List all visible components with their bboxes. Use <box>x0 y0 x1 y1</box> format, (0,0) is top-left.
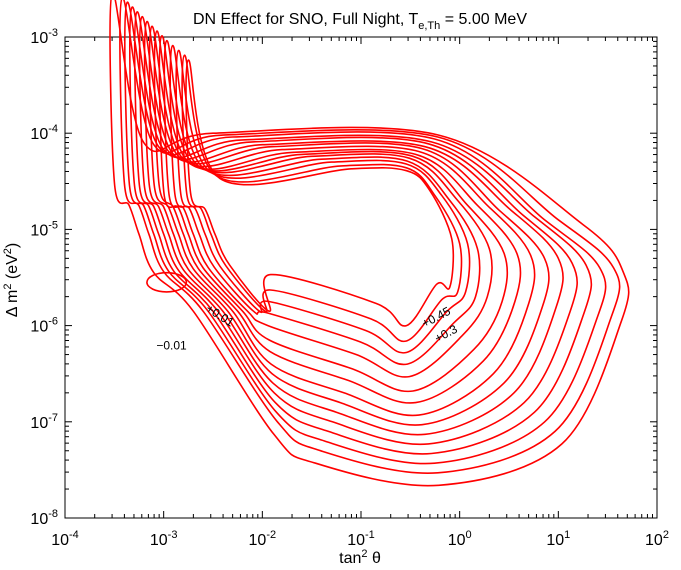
contour-line <box>129 6 593 455</box>
chart-title: DN Effect for SNO, Full Night, Te,Th = 5… <box>193 11 527 32</box>
contour-line <box>163 39 493 378</box>
y-tick-label: 10-6 <box>30 316 58 336</box>
y-tick-label: 10-5 <box>30 219 58 239</box>
contour-line <box>158 35 509 393</box>
contour-line <box>185 59 455 327</box>
contour-line <box>169 44 481 366</box>
x-tick-label: 10-1 <box>347 529 375 549</box>
contour-lines <box>109 0 630 487</box>
x-tick-label: 10-4 <box>51 529 79 549</box>
contour-line <box>119 0 621 474</box>
contour-line <box>181 54 463 343</box>
contour-line <box>138 15 564 436</box>
y-tick-label: 10-8 <box>30 508 58 528</box>
x-tick-label: 101 <box>546 529 570 549</box>
y-tick-label: 10-4 <box>30 123 58 143</box>
x-tick-label: 100 <box>448 529 472 549</box>
x-tick-label: 10-3 <box>150 529 178 549</box>
contour-line <box>153 30 522 404</box>
y-tick-label: 10-7 <box>30 412 58 432</box>
x-tick-label: 10-2 <box>249 529 277 549</box>
y-tick-labels: 10-8 10-7 10-6 10-5 10-4 10-3 <box>30 27 58 528</box>
contour-line <box>148 25 536 417</box>
contour-label: −0.01 <box>156 339 187 353</box>
x-tick-label: 102 <box>645 529 669 549</box>
axis-ticks <box>64 36 658 519</box>
x-axis-title: tan2 θ <box>339 548 381 567</box>
contour-line <box>124 1 607 465</box>
contour-line <box>175 49 471 354</box>
y-tick-label: 10-3 <box>30 27 58 47</box>
x-tick-labels: 10-4 10-3 10-2 10-1 100 101 102 <box>51 529 669 549</box>
y-axis-title: Δ m2 (eV2) <box>2 243 21 318</box>
contour-line <box>143 20 550 426</box>
contour-line <box>109 0 630 487</box>
contour-line <box>133 11 578 446</box>
